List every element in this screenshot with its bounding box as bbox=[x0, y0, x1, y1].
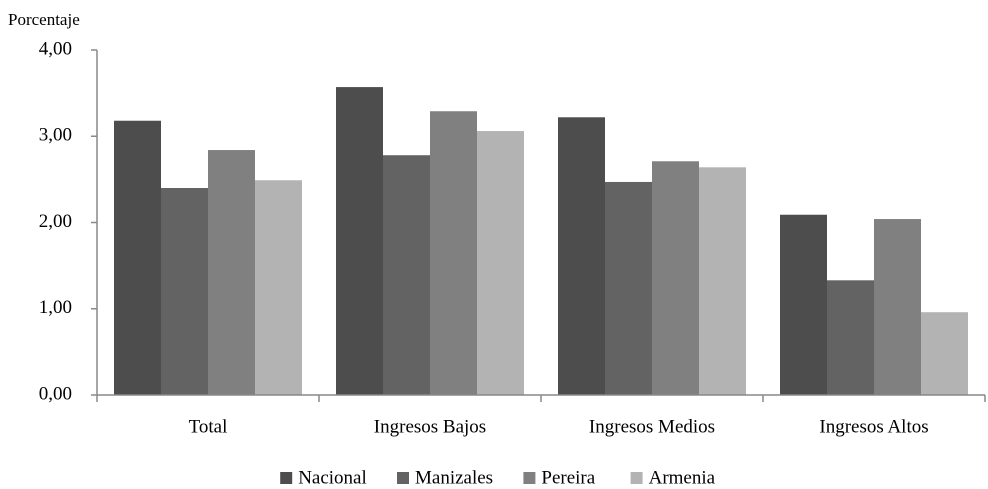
y-tick-label: 1,00 bbox=[39, 297, 72, 318]
legend-label: Manizales bbox=[415, 467, 493, 488]
bar bbox=[477, 131, 524, 395]
legend-label: Nacional bbox=[298, 467, 367, 488]
y-tick-label: 4,00 bbox=[39, 38, 72, 59]
legend-swatch bbox=[397, 472, 409, 484]
x-tick-label: Ingresos Medios bbox=[589, 416, 715, 437]
bar bbox=[827, 280, 874, 395]
bar bbox=[605, 181, 652, 395]
bar bbox=[336, 87, 383, 396]
bar bbox=[921, 312, 968, 395]
y-tick-label: 3,00 bbox=[39, 125, 72, 146]
legend-label: Armenia bbox=[649, 467, 716, 488]
bar bbox=[558, 117, 605, 396]
legend-swatch bbox=[523, 472, 536, 484]
y-tick-label: 0,00 bbox=[39, 383, 72, 404]
x-tick-label: Ingresos Bajos bbox=[374, 416, 486, 437]
bar bbox=[383, 155, 430, 395]
x-tick-label: Total bbox=[189, 416, 228, 437]
x-tick-label: Ingresos Altos bbox=[819, 416, 928, 437]
bar bbox=[699, 167, 746, 395]
bar bbox=[652, 161, 699, 395]
bar bbox=[430, 111, 477, 396]
legend-swatch bbox=[280, 472, 293, 484]
bar bbox=[874, 219, 921, 395]
bar bbox=[780, 214, 827, 395]
bar bbox=[208, 150, 255, 395]
bar bbox=[114, 120, 161, 395]
y-tick-label: 2,00 bbox=[39, 211, 72, 232]
y-axis-label: Porcentaje bbox=[8, 10, 80, 29]
legend-swatch bbox=[630, 472, 643, 484]
bar bbox=[255, 180, 302, 395]
bar bbox=[161, 188, 208, 395]
legend-label: Pereira bbox=[541, 467, 595, 488]
